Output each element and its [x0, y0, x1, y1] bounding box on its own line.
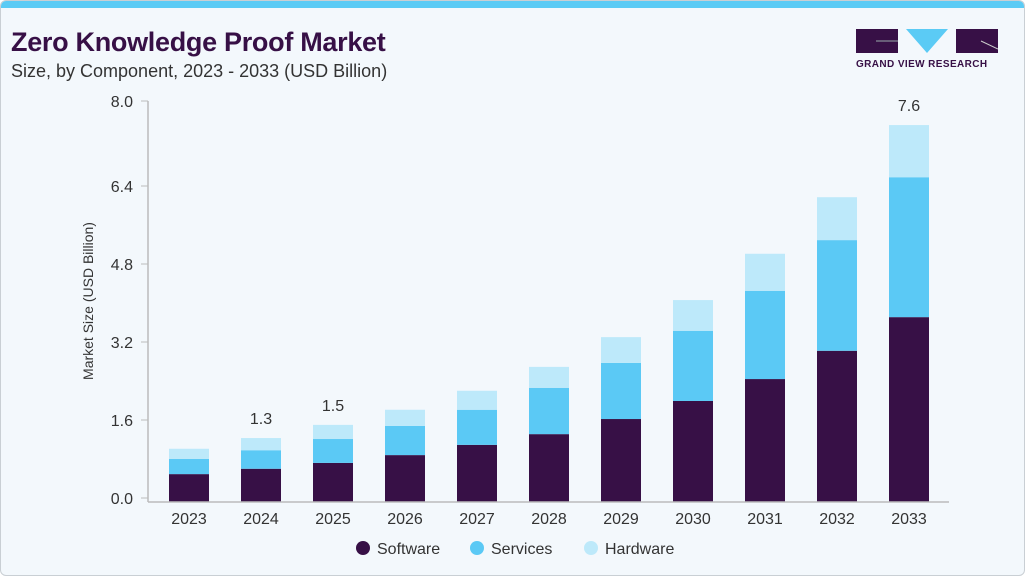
bar-software-2024: [241, 468, 281, 502]
y-tick-label: 4.8: [111, 257, 133, 274]
bar-services-2029: [601, 362, 641, 420]
bar-hardware-2029: [601, 337, 641, 363]
x-tick-label: 2033: [891, 511, 927, 528]
bar-hardware-2027: [457, 390, 497, 410]
bar-services-2030: [673, 330, 713, 401]
bar-hardware-2030: [673, 300, 713, 331]
x-tick-label: 2023: [171, 511, 207, 528]
y-tick-label: 3.2: [111, 335, 133, 352]
bar-hardware-2031: [745, 253, 785, 291]
bar-hardware-2026: [385, 409, 425, 426]
bar-services-2023: [169, 459, 209, 475]
legend-swatch-services: [470, 541, 484, 555]
x-tick-label: 2030: [675, 511, 711, 528]
y-axis-title: Market Size (USD Billion): [80, 222, 96, 380]
chart-title: Zero Knowledge Proof Market: [11, 27, 386, 57]
bar-software-2033: [889, 317, 929, 502]
x-tick-label: 2028: [531, 511, 567, 528]
bar-hardware-2024: [241, 438, 281, 451]
bar-hardware-2032: [817, 197, 857, 241]
bar-software-2030: [673, 400, 713, 502]
accent-bar: [1, 1, 1024, 8]
bar-software-2025: [313, 462, 353, 502]
y-tick-label: 0.0: [111, 491, 133, 508]
legend-swatch-software: [356, 541, 370, 555]
data-label-2033: 7.6: [898, 98, 920, 115]
bar-services-2025: [313, 439, 353, 463]
bar-services-2031: [745, 290, 785, 380]
x-tick-label: 2027: [459, 511, 495, 528]
logo-text: GRAND VIEW RESEARCH: [856, 59, 988, 70]
y-tick-label: 6.4: [111, 179, 133, 196]
legend-swatch-hardware: [584, 541, 598, 555]
bar-software-2027: [457, 444, 497, 502]
x-tick-label: 2026: [387, 511, 423, 528]
bar-software-2026: [385, 455, 425, 502]
bar-hardware-2033: [889, 125, 929, 178]
y-tick-label: 1.6: [111, 413, 133, 430]
bar-hardware-2025: [313, 424, 353, 440]
y-tick-label: 8.0: [111, 94, 133, 111]
bar-software-2029: [601, 419, 641, 502]
data-label-2025: 1.5: [322, 398, 344, 415]
x-tick-label: 2029: [603, 511, 639, 528]
bar-services-2033: [889, 177, 929, 318]
bar-services-2024: [241, 450, 281, 469]
bar-software-2023: [169, 474, 209, 502]
legend-label-hardware: Hardware: [605, 541, 674, 558]
bar-services-2026: [385, 425, 425, 456]
legend-label-software: Software: [377, 541, 440, 558]
bar-hardware-2023: [169, 448, 209, 459]
x-tick-label: 2024: [243, 511, 279, 528]
bar-software-2032: [817, 350, 857, 502]
chart-subtitle: Size, by Component, 2023 - 2033 (USD Bil…: [11, 61, 388, 81]
bar-services-2032: [817, 240, 857, 351]
data-label-2024: 1.3: [250, 411, 272, 428]
x-tick-label: 2032: [819, 511, 855, 528]
x-tick-label: 2031: [747, 511, 783, 528]
bar-hardware-2028: [529, 366, 569, 388]
bar-services-2028: [529, 387, 569, 435]
bar-services-2027: [457, 409, 497, 445]
legend-label-services: Services: [491, 541, 552, 558]
x-tick-label: 2025: [315, 511, 351, 528]
gvr-logo-icon: [856, 29, 998, 53]
bar-software-2031: [745, 379, 785, 502]
bar-software-2028: [529, 434, 569, 502]
